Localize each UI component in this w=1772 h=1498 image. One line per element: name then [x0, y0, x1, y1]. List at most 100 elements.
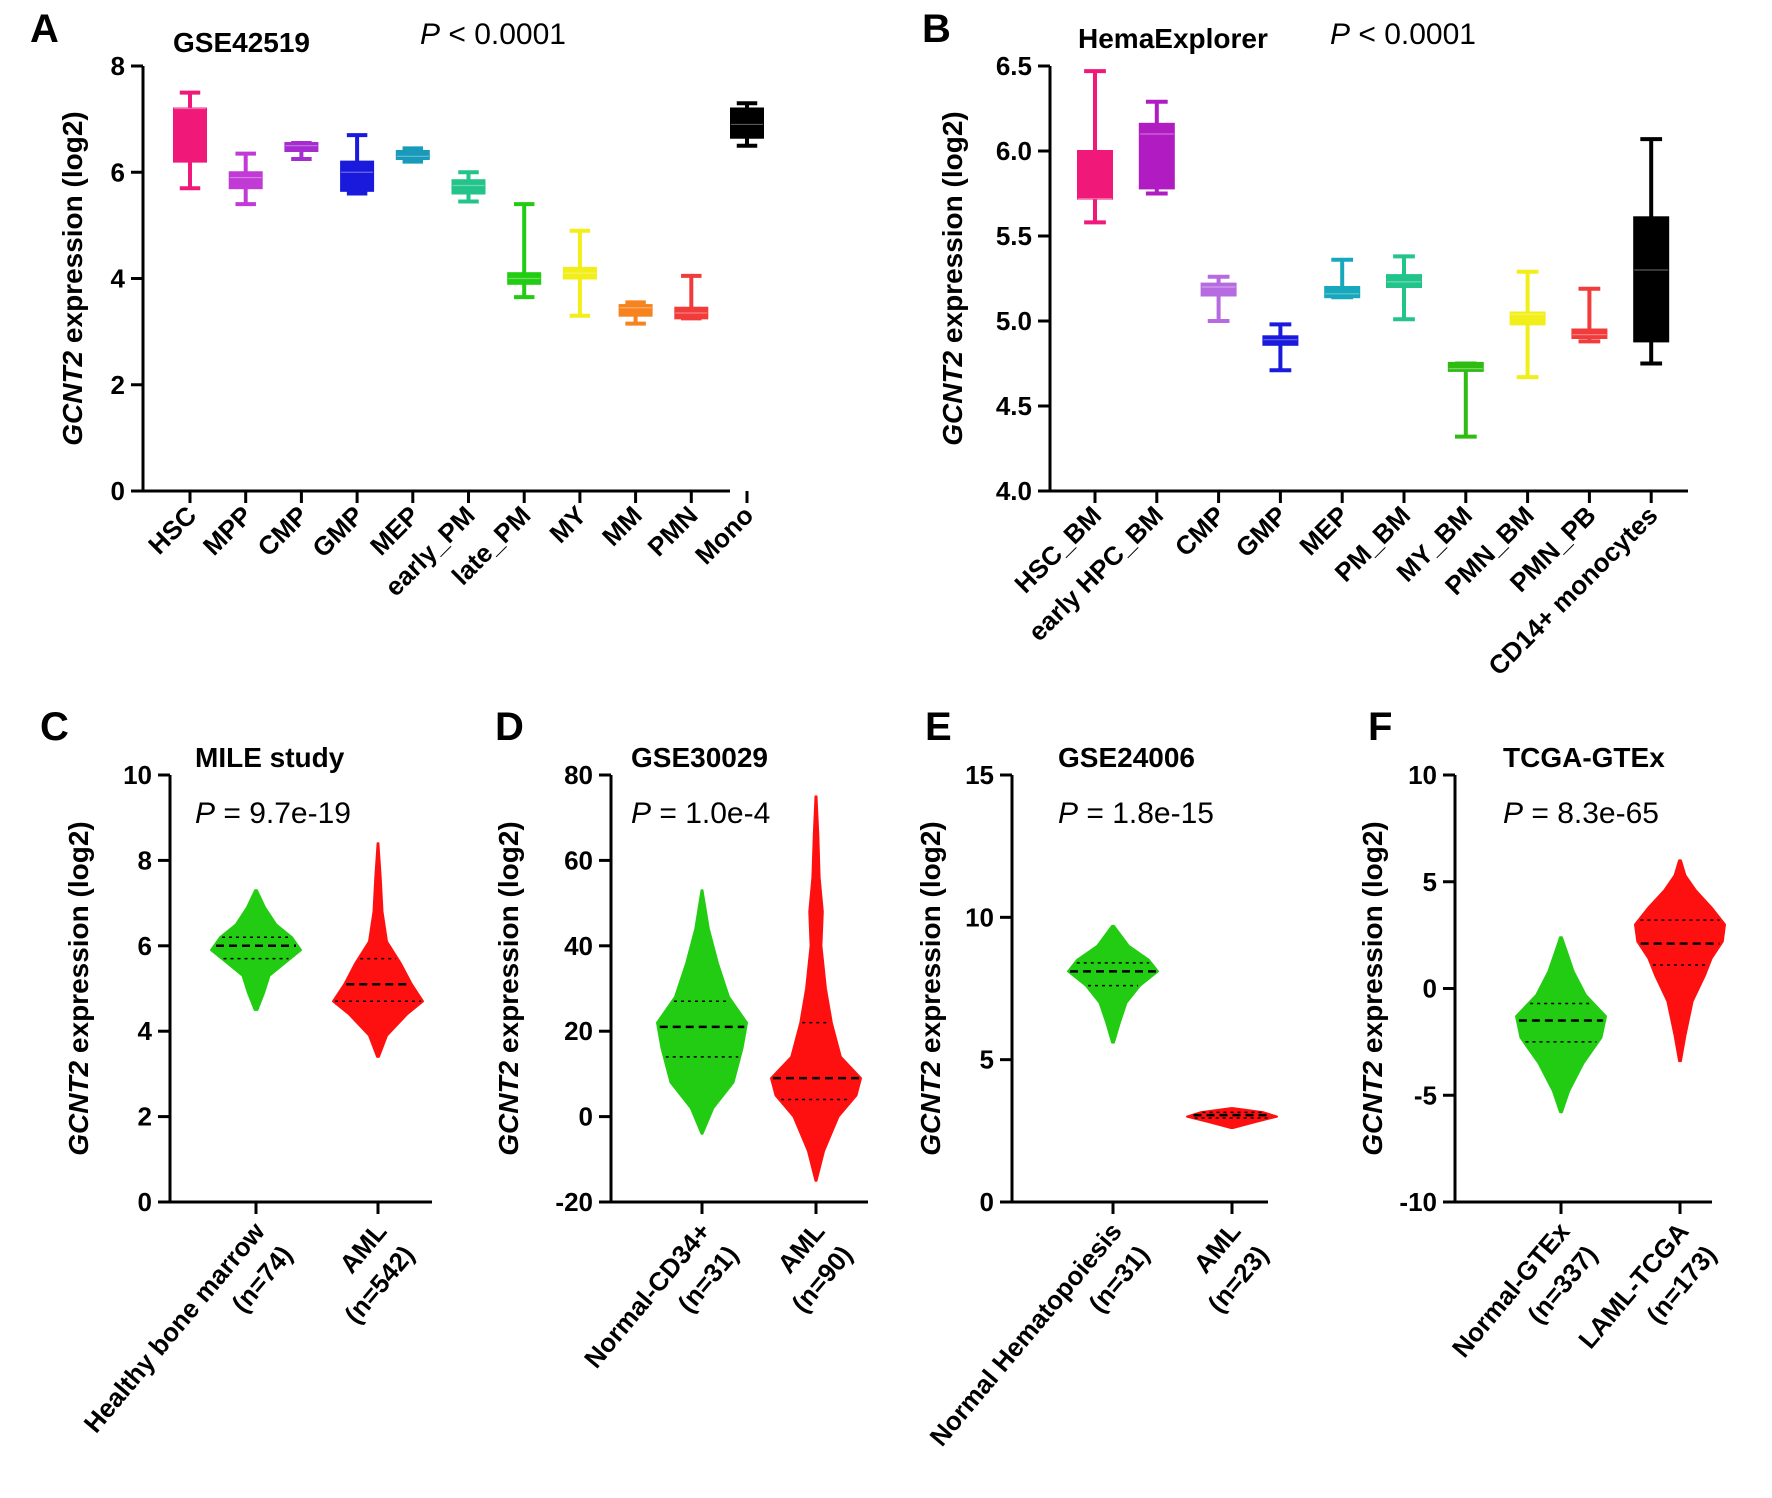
y-axis-label-gene: GCNT2	[1357, 1060, 1388, 1155]
p-value-symbol: P	[195, 797, 215, 830]
x-category-label: Normal-CD34+(n=31)	[578, 1217, 744, 1374]
y-axis-label: GCNT2 expression (log2)	[57, 111, 88, 446]
y-axis-label: GCNT2 expression (log2)	[937, 111, 968, 446]
y-axis-label-gene: GCNT2	[493, 1060, 524, 1155]
x-category-label: MPP	[197, 500, 258, 561]
y-tick-label: 20	[564, 1016, 593, 1046]
box-iqr	[451, 179, 486, 195]
y-tick-label: -20	[555, 1187, 593, 1217]
box-iqr	[1138, 122, 1175, 190]
chart-title: GSE42519	[173, 27, 310, 58]
violin-normal-gtex: Normal-GTEx(n=337)	[1446, 936, 1607, 1363]
p-value-symbol: P	[1058, 797, 1078, 830]
x-category-label: Normal-GTEx(n=337)	[1446, 1216, 1603, 1363]
y-tick-label: 0	[111, 476, 125, 506]
box-cmp: CMP	[1169, 274, 1237, 562]
x-category-label: Healthy bone marrow(n=74)	[78, 1216, 299, 1438]
y-tick-label: 40	[564, 931, 593, 961]
p-value-text: = 8.3e-65	[1523, 797, 1659, 830]
y-tick-label: 8	[138, 845, 152, 875]
box-iqr	[1571, 328, 1608, 339]
panel-label-b: B	[922, 7, 951, 51]
box-iqr	[284, 142, 319, 153]
y-tick-label: 4	[111, 264, 126, 294]
y-tick-label: 15	[965, 760, 994, 790]
p-value: P = 1.8e-15	[1058, 797, 1214, 830]
chart-title: HemaExplorer	[1078, 23, 1268, 54]
y-axis-label-rest: expression (log2)	[63, 821, 94, 1061]
panel-e: E GSE24006 P = 1.8e-15 0 5 10 15 GCNT2 expressi…	[915, 705, 1278, 1452]
panel-b: B HemaExplorer P < 0.0001 4.0 4.5 5.0 5.5 6.0 6.…	[922, 7, 1688, 681]
p-value: P < 0.0001	[1330, 18, 1476, 51]
y-tick-label: 10	[965, 902, 994, 932]
y-tick-label: 5	[1423, 867, 1437, 897]
box-mono: Mono	[689, 101, 764, 570]
chart-title: MILE study	[195, 742, 345, 773]
panel-label-a: A	[30, 7, 59, 51]
violin-aml: AML(n=90)	[770, 795, 862, 1318]
panel-label-f: F	[1368, 705, 1392, 749]
p-value-text: < 0.0001	[1350, 18, 1476, 51]
box-pmn: PMN	[641, 273, 709, 562]
box-iqr	[1509, 311, 1546, 326]
y-tick-label: 0	[579, 1102, 593, 1132]
y-tick-label: 8	[111, 51, 125, 81]
y-tick-label: 6.5	[996, 51, 1032, 81]
x-category-label: MM	[596, 500, 648, 552]
x-category-label: GMP	[306, 500, 369, 563]
panel-label-c: C	[40, 705, 69, 749]
panel-label-e: E	[925, 705, 952, 749]
box-iqr	[1200, 282, 1237, 297]
box-mep: MEP	[364, 146, 430, 561]
y-tick-label: 0	[980, 1187, 994, 1217]
x-category-label: MY	[543, 500, 592, 549]
violin-body	[1634, 859, 1726, 1063]
chart-title: GSE24006	[1058, 742, 1195, 773]
x-category-label: AML(n=90)	[771, 1216, 858, 1318]
p-value-text: < 0.0001	[440, 18, 566, 51]
violin-body	[1515, 936, 1607, 1114]
box-iqr	[228, 171, 263, 190]
box-iqr	[562, 266, 597, 280]
violin-body	[656, 889, 748, 1135]
y-axis-label: GCNT2 expression (log2)	[1357, 821, 1388, 1156]
y-axis-label-gene: GCNT2	[915, 1060, 946, 1155]
y-tick-label: 6	[138, 931, 152, 961]
y-axis-label-rest: expression (log2)	[1357, 821, 1388, 1061]
box-pm-bm: PM_BM	[1329, 254, 1422, 588]
y-axis-label-gene: GCNT2	[57, 350, 88, 445]
box-iqr	[340, 160, 375, 192]
x-category-label: GMP	[1230, 500, 1293, 563]
x-category-name: Normal Hematopoiesis	[924, 1217, 1128, 1452]
p-value-text: = 9.7e-19	[215, 797, 351, 830]
y-tick-label: 80	[564, 760, 593, 790]
violin-aml: AML(n=542)	[332, 842, 424, 1329]
y-axis-label-rest: expression (log2)	[57, 111, 88, 351]
box-iqr	[730, 107, 764, 139]
x-category-label: CMP	[1169, 500, 1231, 562]
box-iqr	[1262, 335, 1299, 346]
violin-laml-tcga: LAML-TCGA(n=173)	[1572, 859, 1726, 1354]
panel-d: D GSE30029 P = 1.0e-4 -20 0 20 40 60 80 GCNT2 exp…	[493, 705, 868, 1374]
box-iqr	[674, 306, 709, 320]
panel-label-d: D	[495, 705, 524, 749]
y-axis-label: GCNT2 expression (log2)	[915, 821, 946, 1156]
y-tick-label: 4	[138, 1016, 153, 1046]
y-axis-label-gene: GCNT2	[63, 1060, 94, 1155]
x-category-label: AML(n=23)	[1187, 1216, 1274, 1318]
y-tick-label: 2	[111, 370, 125, 400]
y-tick-label: 4.0	[996, 476, 1032, 506]
y-tick-label: 0	[138, 1187, 152, 1217]
y-axis-label-gene: GCNT2	[937, 350, 968, 445]
y-axis-label: GCNT2 expression (log2)	[63, 821, 94, 1156]
box-mm: MM	[596, 300, 653, 552]
x-category-label: HSC	[142, 500, 202, 560]
box-iqr	[1324, 286, 1361, 299]
violin-body	[770, 795, 862, 1182]
box-my: MY	[543, 228, 597, 549]
violin-normal-cd34-: Normal-CD34+(n=31)	[578, 889, 748, 1374]
y-tick-label: -10	[1399, 1187, 1437, 1217]
p-value: P = 9.7e-19	[195, 797, 351, 830]
p-value-symbol: P	[631, 797, 651, 830]
